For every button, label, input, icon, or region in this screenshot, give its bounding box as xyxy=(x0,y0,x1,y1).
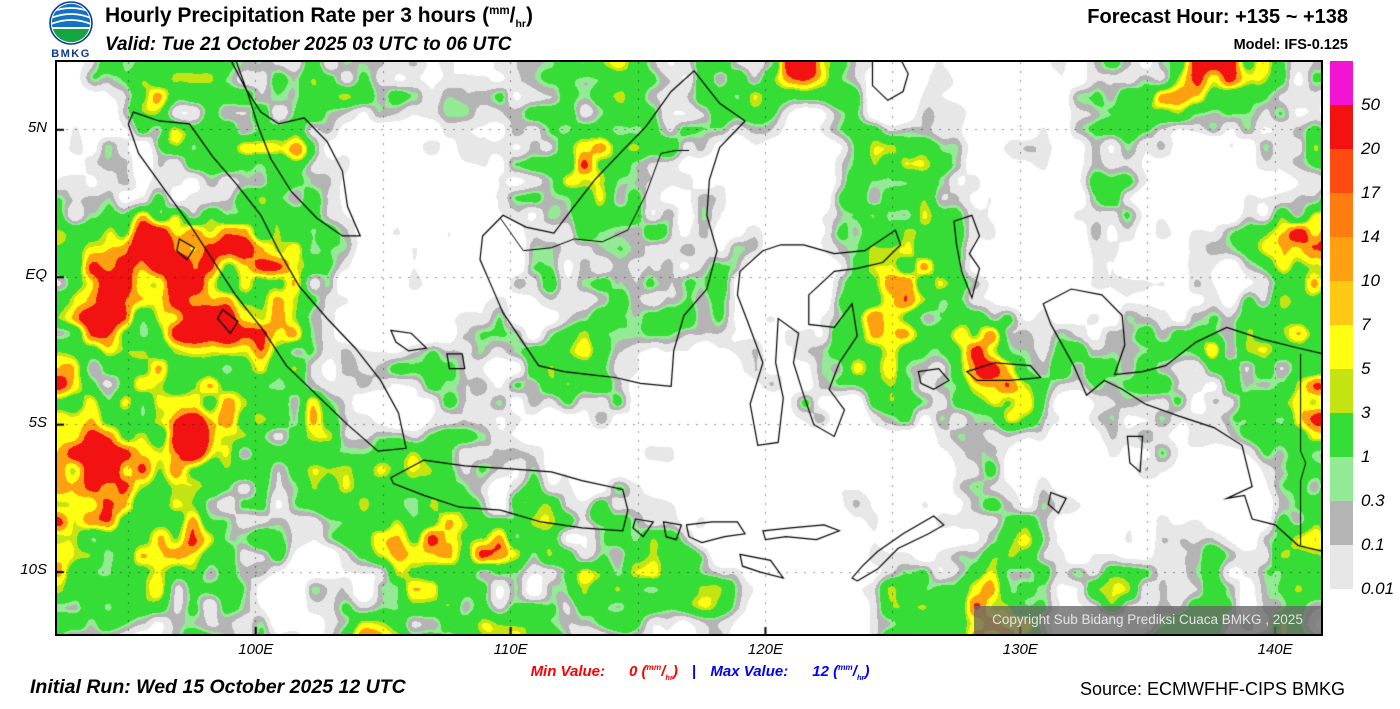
legend-label: 3 xyxy=(1361,403,1371,422)
minmax-bar: Min Value: 0 (mm/hr) | Max Value: 12 (mm/h… xyxy=(0,663,1400,682)
page-title-text: Hourly Precipitation Rate per 3 hours xyxy=(105,4,477,27)
lon-axis-label: 140E xyxy=(1257,641,1293,658)
legend-colorbar xyxy=(1330,61,1353,633)
lat-axis-label: EQ xyxy=(25,266,47,284)
legend-segment xyxy=(1330,61,1353,105)
lon-axis-label: 130E xyxy=(1002,641,1038,658)
min-unit: (mm/hr) xyxy=(641,663,678,682)
legend-label: 50 xyxy=(1361,95,1380,114)
legend-segment xyxy=(1330,457,1353,501)
bmkg-logo-label: BMKG xyxy=(51,48,91,60)
valid-time-label: Valid: Tue 21 October 2025 03 UTC to 06 … xyxy=(105,34,512,56)
legend-segment xyxy=(1330,413,1353,457)
max-value-label: Max Value: 12 (mm/hr) xyxy=(710,663,870,682)
source-label: Source: ECMWFHF-CIPS BMKG xyxy=(1079,679,1345,699)
legend-segment xyxy=(1330,193,1353,237)
legend-label: 10 xyxy=(1361,271,1380,290)
header-right: Forecast Hour: +135 ~ +138 Model: IFS-0.… xyxy=(1087,6,1348,53)
map-container: Copyright Sub Bidang Prediksi Cuaca BMKG… xyxy=(55,60,1323,636)
lon-axis-label: 100E xyxy=(238,641,274,658)
forecast-hour-label: Forecast Hour: +135 ~ +138 xyxy=(1087,6,1348,28)
initial-run-label: Initial Run: Wed 15 October 2025 12 UTC xyxy=(30,676,406,698)
lat-axis-label: 5N xyxy=(27,118,47,136)
minmax-separator: | xyxy=(692,663,697,680)
legend-label: 1 xyxy=(1361,447,1371,466)
legend-label: 0.01 xyxy=(1361,579,1395,598)
legend-label: 0.3 xyxy=(1361,491,1385,510)
max-unit: (mm/hr) xyxy=(833,663,870,682)
legend-label: 5 xyxy=(1361,359,1371,378)
bmkg-logo-icon xyxy=(49,1,93,45)
legend-segment xyxy=(1330,369,1353,413)
legend-label: 14 xyxy=(1361,227,1380,246)
lat-axis-label: 10S xyxy=(20,561,47,579)
legend-label: 7 xyxy=(1361,315,1371,334)
legend-segment xyxy=(1330,149,1353,193)
legend-label: 20 xyxy=(1361,139,1380,158)
lat-axis-label: 5S xyxy=(28,413,47,431)
page-title: Hourly Precipitation Rate per 3 hours (mm… xyxy=(105,4,533,30)
min-value-label: Min Value: 0 (mm/hr) xyxy=(530,663,678,682)
legend-segment xyxy=(1330,281,1353,325)
legend-label: 17 xyxy=(1361,183,1380,202)
lon-axis-label: 110E xyxy=(493,641,528,658)
legend-segment xyxy=(1330,545,1353,589)
legend-segment xyxy=(1330,325,1353,369)
lon-axis-label: 120E xyxy=(747,641,783,658)
legend-segment xyxy=(1330,589,1353,633)
legend-label: 0.1 xyxy=(1361,535,1385,554)
copyright-overlay: Copyright Sub Bidang Prediksi Cuaca BMKG… xyxy=(974,606,1321,634)
legend-segment xyxy=(1330,501,1353,545)
precipitation-map-canvas xyxy=(57,62,1321,634)
legend-segment xyxy=(1330,105,1353,149)
legend-segment xyxy=(1330,237,1353,281)
title-block: Hourly Precipitation Rate per 3 hours (mm… xyxy=(105,4,533,56)
model-label: Model: IFS-0.125 xyxy=(1233,37,1348,53)
title-unit: (mm/hr) xyxy=(482,4,533,31)
bmkg-logo: BMKG xyxy=(44,1,98,60)
